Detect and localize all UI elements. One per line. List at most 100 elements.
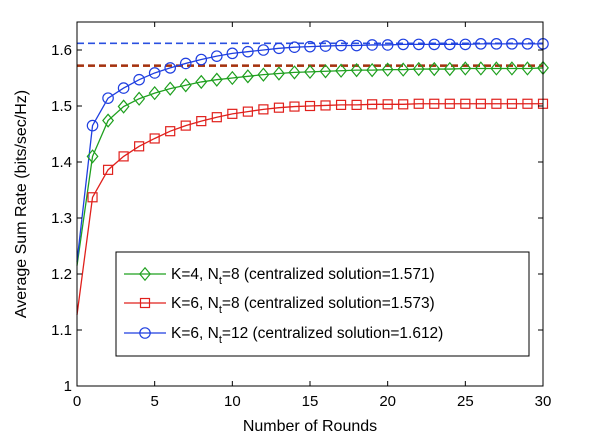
data-point — [475, 38, 487, 50]
data-point — [413, 98, 424, 109]
data-point — [428, 38, 441, 51]
data-point — [460, 98, 471, 109]
data-point — [521, 38, 534, 50]
data-point — [179, 57, 192, 70]
data-point — [196, 116, 207, 127]
data-point — [304, 100, 316, 112]
legend-marker — [139, 327, 151, 339]
data-point — [226, 47, 239, 60]
legend-marker — [139, 297, 151, 309]
data-point — [179, 78, 192, 93]
y-axis-title: Average Sum Rate (bits/sec/Hz) — [13, 90, 30, 318]
y-tick-label: 1.6 — [51, 42, 72, 59]
data-point — [490, 61, 503, 76]
data-point — [133, 91, 146, 106]
data-point — [242, 106, 253, 117]
data-point — [195, 53, 208, 66]
series-lines — [76, 43, 544, 315]
x-axis-title: Number of Rounds — [243, 418, 377, 435]
data-point — [474, 61, 487, 76]
data-point — [366, 39, 378, 51]
data-point — [180, 120, 191, 131]
data-point — [443, 38, 456, 51]
data-point — [475, 98, 486, 109]
data-point — [102, 113, 115, 128]
data-point — [289, 101, 300, 112]
data-point — [506, 98, 518, 109]
data-point — [521, 61, 534, 76]
legend-entry: K=6, Nt=12 (centralized solution=1.612) — [171, 325, 443, 346]
y-tick-label: 1 — [64, 378, 72, 395]
data-point — [381, 39, 394, 51]
data-point — [86, 149, 99, 164]
data-point — [257, 67, 270, 82]
data-point — [444, 98, 455, 109]
data-point — [319, 40, 332, 52]
data-point — [443, 61, 456, 77]
legend-entry: K=6, Nt=8 (centralized solution=1.573) — [171, 295, 435, 316]
data-point — [117, 82, 130, 94]
data-point — [272, 66, 285, 81]
data-point — [397, 38, 409, 51]
data-point — [117, 99, 130, 114]
data-point — [164, 81, 177, 96]
data-point — [428, 61, 441, 77]
data-point — [86, 119, 99, 132]
data-point — [366, 62, 379, 78]
y-tick-labels: 1 1.1 1.2 1.3 1.4 1.5 1.6 — [51, 42, 72, 395]
y-tick-label: 1.4 — [51, 154, 72, 171]
data-point — [148, 67, 161, 79]
legend: K=4, Nt=8 (centralized solution=1.571) K=… — [115, 251, 530, 357]
data-point — [226, 70, 239, 86]
data-point — [273, 102, 285, 113]
y-tick-label: 1.5 — [51, 98, 72, 115]
data-point — [102, 92, 114, 104]
data-point — [335, 99, 347, 110]
data-point — [134, 141, 145, 152]
y-tick-label: 1.2 — [51, 266, 72, 283]
data-point — [165, 126, 176, 137]
x-tick-label: 25 — [457, 393, 474, 410]
data-point — [210, 72, 223, 87]
data-point — [335, 39, 347, 52]
data-point — [367, 99, 378, 110]
data-point — [490, 38, 503, 50]
data-point — [288, 41, 301, 53]
data-point — [211, 112, 222, 123]
data-point — [133, 73, 145, 86]
data-point — [164, 62, 176, 74]
data-point — [398, 99, 409, 110]
data-point — [319, 64, 332, 79]
x-tick-label: 5 — [150, 393, 158, 410]
data-point — [258, 104, 269, 115]
data-point — [351, 99, 362, 110]
data-point — [288, 65, 301, 80]
data-point — [304, 40, 316, 53]
data-point — [350, 39, 363, 52]
x-tick-label: 30 — [535, 393, 552, 410]
x-tick-label: 0 — [73, 393, 81, 410]
data-point — [241, 69, 254, 84]
data-point — [273, 42, 285, 55]
data-point — [522, 98, 533, 109]
data-point — [227, 108, 238, 119]
data-point — [505, 61, 518, 76]
data-point — [335, 63, 348, 78]
data-point — [211, 50, 223, 62]
data-point — [102, 164, 114, 175]
legend-box — [115, 251, 530, 357]
x-tick-label: 10 — [224, 393, 241, 410]
data-point — [429, 98, 440, 109]
data-point — [242, 45, 254, 58]
data-point — [459, 38, 472, 51]
series-line — [76, 103, 543, 315]
data-point — [506, 38, 518, 50]
x-tick-label: 15 — [302, 393, 319, 410]
data-point — [412, 61, 425, 77]
axis-ticks — [76, 22, 544, 387]
data-point — [304, 64, 316, 80]
x-tick-labels: 0 5 10 15 20 25 30 — [73, 393, 552, 410]
data-point — [382, 99, 393, 110]
data-point — [320, 100, 331, 111]
